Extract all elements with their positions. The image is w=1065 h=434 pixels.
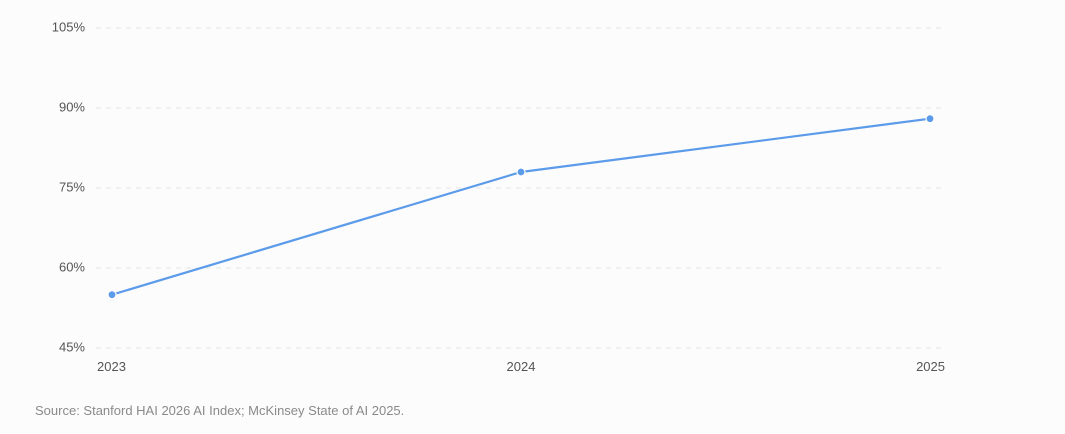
data-point[interactable] bbox=[516, 167, 526, 177]
y-axis-ticks: 45% 60% 75% 90% 105% bbox=[52, 19, 86, 354]
y-tick-label: 45% bbox=[59, 339, 85, 354]
gridlines bbox=[96, 27, 946, 349]
x-axis-ticks: 2023 2024 2025 bbox=[97, 359, 945, 374]
data-point[interactable] bbox=[925, 114, 935, 124]
x-tick-label: 2023 bbox=[97, 359, 126, 374]
y-tick-label: 90% bbox=[59, 99, 85, 114]
y-tick-label: 75% bbox=[59, 179, 85, 194]
series-layer bbox=[107, 114, 935, 300]
x-tick-label: 2024 bbox=[507, 359, 536, 374]
source-note: Source: Stanford HAI 2026 AI Index; McKi… bbox=[35, 403, 405, 418]
y-tick-label: 105% bbox=[52, 19, 86, 34]
y-tick-label: 60% bbox=[59, 259, 85, 274]
x-tick-label: 2025 bbox=[916, 359, 945, 374]
data-point[interactable] bbox=[107, 290, 117, 300]
